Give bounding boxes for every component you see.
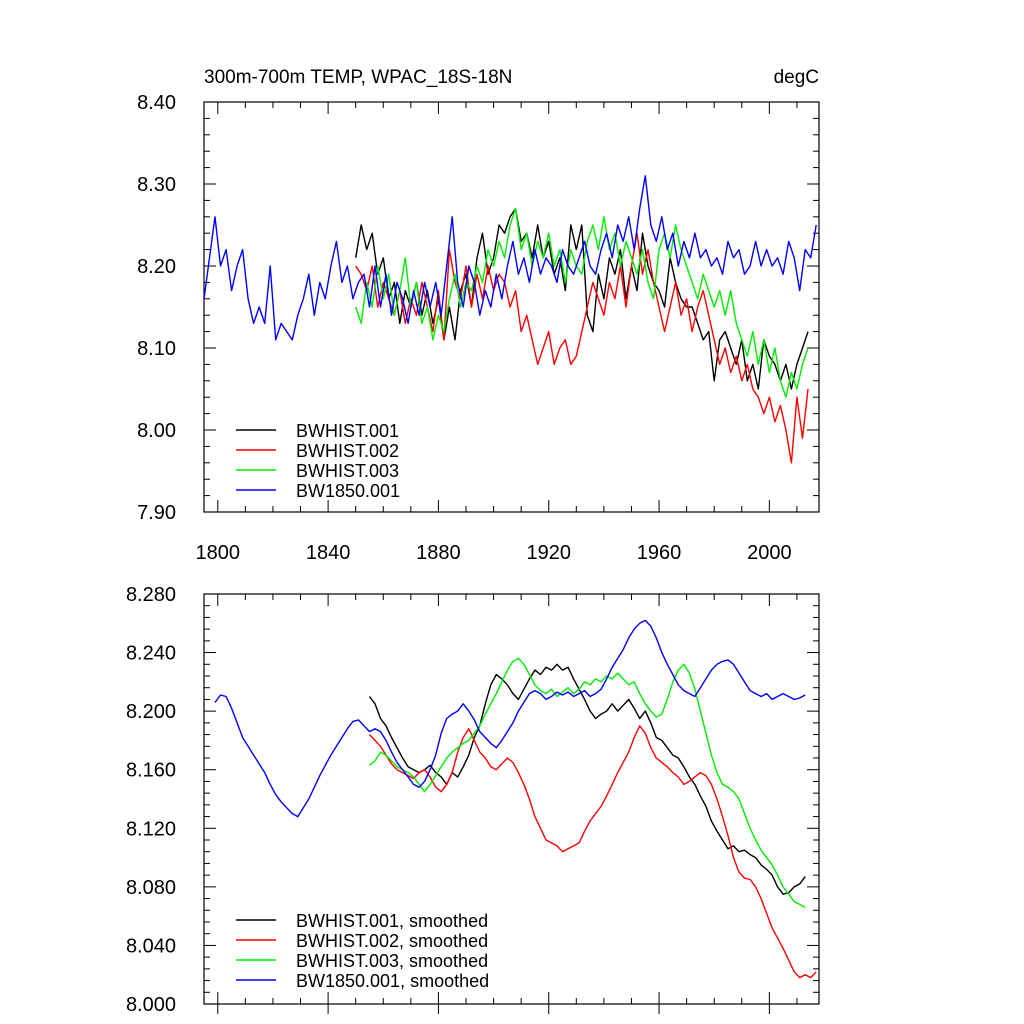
series-line-2 bbox=[368, 725, 817, 979]
bottom-panel: 8.000 8.040 8.080 8.120 8.160 8.200 8.240 8.280… bbox=[126, 584, 820, 1016]
y-tick-label: 8.20 bbox=[137, 256, 176, 278]
y-tick-label: 8.080 bbox=[126, 877, 176, 899]
y-tick-label: 8.00 bbox=[137, 420, 176, 442]
y-tick-label: 8.10 bbox=[137, 338, 176, 360]
plot-frame bbox=[203, 101, 820, 513]
legend-label: BWHIST.002 bbox=[296, 441, 399, 461]
y-tick-label: 8.160 bbox=[126, 760, 176, 782]
legend-label: BW1850.001, smoothed bbox=[296, 971, 489, 991]
x-tick-label: 1920 bbox=[526, 542, 571, 564]
series-line-2 bbox=[355, 232, 809, 464]
y-tick-label: 8.200 bbox=[126, 701, 176, 723]
legend-label: BWHIST.001, smoothed bbox=[296, 911, 488, 931]
x-tick-label: 1840 bbox=[306, 542, 351, 564]
series-line-1 bbox=[355, 207, 809, 390]
units-label: degC bbox=[774, 67, 819, 88]
y-tick-label: 8.30 bbox=[137, 174, 176, 196]
y-tick-label: 8.040 bbox=[126, 935, 176, 957]
legend-label: BWHIST.003, smoothed bbox=[296, 951, 488, 971]
legend-label: BW1850.001 bbox=[296, 481, 400, 501]
x-tick-label: 1800 bbox=[196, 542, 241, 564]
series-line-4 bbox=[214, 619, 806, 818]
series-line-3 bbox=[355, 207, 809, 398]
legend-label: BWHIST.002, smoothed bbox=[296, 931, 488, 951]
legend-label: BWHIST.003 bbox=[296, 461, 399, 481]
series-line-4 bbox=[203, 175, 817, 341]
legend-label: BWHIST.001 bbox=[296, 421, 399, 441]
y-tick-label: 8.000 bbox=[126, 994, 176, 1016]
x-tick-label: 1880 bbox=[416, 542, 461, 564]
series-line-3 bbox=[369, 657, 806, 909]
y-tick-label: 8.120 bbox=[126, 818, 176, 840]
series-line-1 bbox=[368, 663, 806, 895]
x-tick-label: 2000 bbox=[747, 542, 792, 564]
y-tick-label: 8.280 bbox=[126, 584, 176, 606]
y-tick-label: 8.40 bbox=[137, 92, 176, 114]
y-tick-label: 8.240 bbox=[126, 643, 176, 665]
top-panel: 7.90 8.00 8.10 8.20 8.30 8.40 1800 1840 1880 1920… bbox=[137, 67, 820, 564]
plot-frame bbox=[203, 593, 820, 1005]
y-tick-label: 7.90 bbox=[137, 502, 176, 524]
chart-title: 300m-700m TEMP, WPAC_18S-18N bbox=[204, 67, 512, 88]
x-tick-label: 1960 bbox=[637, 542, 682, 564]
